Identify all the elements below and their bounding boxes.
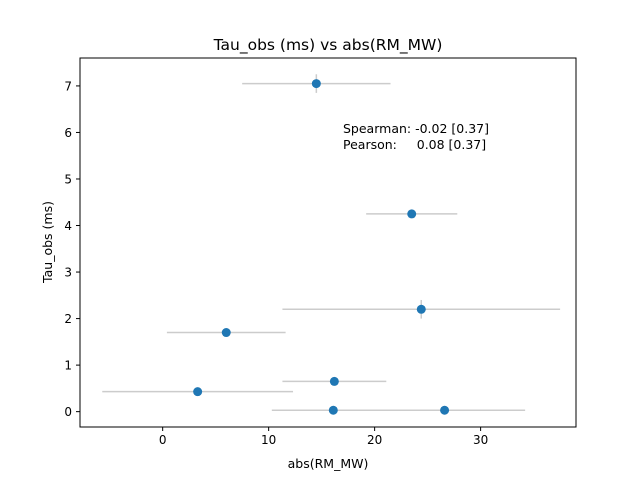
y-tick-label: 3 xyxy=(64,266,72,280)
x-tick-label: 10 xyxy=(261,433,276,447)
y-tick-label: 7 xyxy=(64,79,72,93)
spearman-annotation: Spearman: -0.02 [0.37] xyxy=(343,121,489,136)
x-axis-label: abs(RM_MW) xyxy=(288,456,369,471)
y-axis-label: Tau_obs (ms) xyxy=(40,201,55,284)
plot-frame xyxy=(79,57,577,428)
y-tick-label: 2 xyxy=(64,312,72,326)
x-tick-label: 0 xyxy=(159,433,167,447)
y-tick-label: 6 xyxy=(64,126,72,140)
data-point xyxy=(328,405,338,415)
data-point xyxy=(311,79,321,89)
x-tick-label: 30 xyxy=(473,433,488,447)
marker-layer xyxy=(193,79,450,415)
pearson-annotation: Pearson: 0.08 [0.37] xyxy=(343,137,486,152)
y-axis-ticks: 0 1 2 3 4 5 6 7 xyxy=(64,79,80,419)
y-tick-label: 5 xyxy=(64,172,72,186)
x-axis-ticks: 0 10 20 30 xyxy=(159,427,488,447)
x-tick-label: 20 xyxy=(367,433,382,447)
data-point xyxy=(221,328,231,338)
y-tick-label: 1 xyxy=(64,359,72,373)
y-tick-label: 4 xyxy=(64,219,72,233)
data-point xyxy=(440,405,450,415)
data-point xyxy=(407,209,417,219)
data-point xyxy=(193,387,203,397)
data-point xyxy=(329,376,339,386)
chart-title: Tau_obs (ms) vs abs(RM_MW) xyxy=(213,36,443,55)
y-tick-label: 0 xyxy=(64,405,72,419)
data-point xyxy=(416,304,426,314)
